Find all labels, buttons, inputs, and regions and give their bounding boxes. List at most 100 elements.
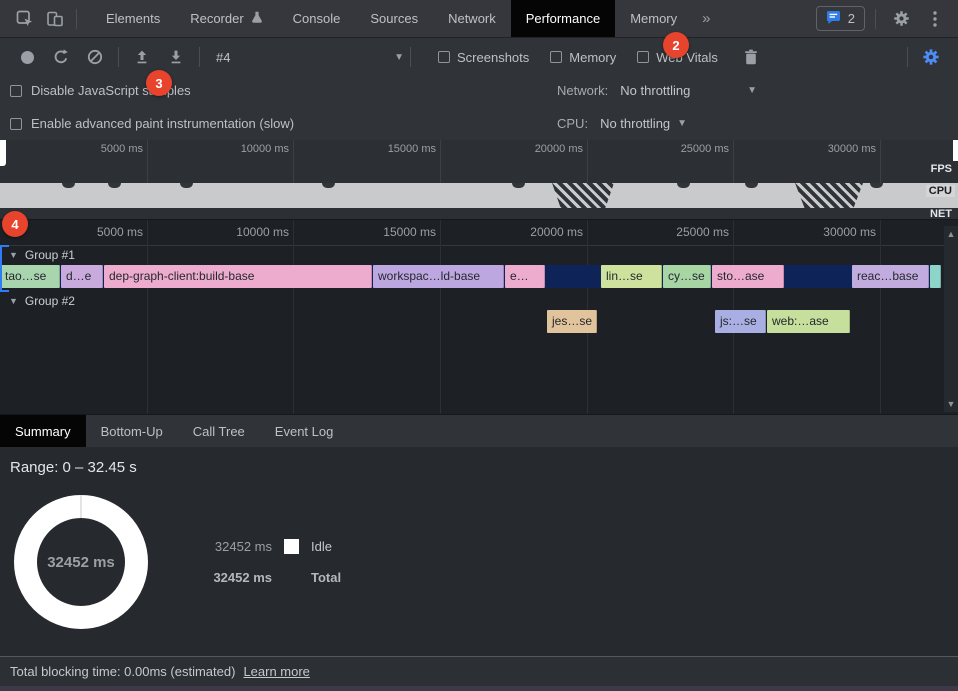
capture-options-panel: Disable JavaScript samples Enable advanc… <box>0 76 958 140</box>
flame-bar[interactable] <box>930 265 941 288</box>
issues-count: 2 <box>847 11 855 26</box>
tab-elements[interactable]: Elements <box>91 0 175 37</box>
group-header-1[interactable]: ▼ Group #1 <box>9 248 75 262</box>
details-tab-call-tree[interactable]: Call Tree <box>178 415 260 447</box>
divider <box>118 47 119 67</box>
cpu-throttling-select[interactable]: CPU: No throttling ▼ <box>557 116 687 131</box>
flame-tick-label: 25000 ms <box>676 225 729 239</box>
tab-memory[interactable]: Memory <box>615 0 692 37</box>
overview-left-handle[interactable] <box>0 140 6 166</box>
details-tab-label: Summary <box>15 423 71 439</box>
checkbox-label: Memory <box>569 49 617 65</box>
cpu-dip <box>180 183 193 188</box>
cpu-dip <box>108 183 121 188</box>
overview-right-handle[interactable] <box>953 140 958 161</box>
legend-value: 32452 ms <box>213 570 272 585</box>
reload-and-record-button[interactable] <box>44 43 78 71</box>
details-tab-label: Event Log <box>274 423 334 439</box>
tab-label: Recorder <box>190 11 244 26</box>
divider <box>875 8 876 29</box>
learn-more-link[interactable]: Learn more <box>243 664 310 679</box>
issues-counter-button[interactable]: 2 <box>815 6 865 31</box>
save-profile-icon[interactable] <box>159 43 193 71</box>
flame-bar[interactable]: sto…ase <box>712 265 784 288</box>
overview-tick-line <box>147 140 148 183</box>
cpu-dip <box>677 183 690 188</box>
record-button[interactable] <box>10 43 44 71</box>
tabbar-right-cluster: 2 <box>815 5 958 33</box>
devtools-tabbar: Elements Recorder Console Sources Network Per… <box>0 0 958 38</box>
scroll-down-icon[interactable]: ▼ <box>946 399 956 409</box>
flame-bar[interactable]: dep-graph-client:build-base <box>104 265 372 288</box>
donut-total-label: 32452 ms <box>47 553 115 571</box>
collapse-triangle-icon: ▼ <box>9 250 18 260</box>
cpu-dip <box>62 183 75 188</box>
flame-bar[interactable]: d…e <box>61 265 103 288</box>
flame-bar[interactable]: e… <box>505 265 545 288</box>
overview-tick-line <box>587 140 588 183</box>
details-tab-summary[interactable]: Summary <box>0 415 86 447</box>
network-throttling-select[interactable]: Network: No throttling ▼ <box>557 83 757 98</box>
collapse-triangle-icon: ▼ <box>9 296 18 306</box>
tab-sources[interactable]: Sources <box>355 0 433 37</box>
vertical-scrollbar[interactable]: ▲ ▼ <box>944 226 958 412</box>
time-breakdown-donut: 32452 ms <box>11 492 151 632</box>
cpu-activity-band <box>0 183 958 208</box>
recording-select[interactable]: #4 ▼ <box>216 50 404 65</box>
tab-network[interactable]: Network <box>433 0 511 37</box>
details-tab-event-log[interactable]: Event Log <box>260 415 349 447</box>
flame-bar[interactable]: web:…ase <box>767 310 850 333</box>
device-toolbar-icon[interactable] <box>40 5 70 33</box>
flame-tick-label: 30000 ms <box>823 225 876 239</box>
cpu-label: CPU: <box>557 116 589 131</box>
toolbar-checkboxes: Screenshots Memory Web Vitals <box>417 50 718 65</box>
timeline-overview[interactable]: FPS CPU NET 5000 ms 10000 ms 15000 ms 20000… <box>0 140 958 220</box>
flame-bar[interactable]: tao…se <box>0 265 60 288</box>
flame-grid-line <box>293 220 294 414</box>
tab-console[interactable]: Console <box>278 0 356 37</box>
total-blocking-time-text: Total blocking time: 0.00ms (estimated) <box>10 664 236 679</box>
advanced-paint-label: Enable advanced paint instrumentation (s… <box>31 116 295 131</box>
trash-icon[interactable] <box>734 43 768 71</box>
tab-label: Elements <box>106 11 161 26</box>
flame-bar[interactable]: jes…se <box>547 310 597 333</box>
kebab-menu-icon[interactable] <box>920 5 950 33</box>
capture-settings-gear-icon[interactable] <box>914 43 948 71</box>
flame-lane-1: tao…se d…e dep-graph-client:build-base work… <box>0 265 941 288</box>
overview-tick-line <box>880 140 881 183</box>
flame-bar[interactable]: js:…se <box>715 310 766 333</box>
tab-label: Performance <box>525 11 601 26</box>
checkbox-icon <box>10 117 22 130</box>
cpu-hatch-region <box>552 183 614 208</box>
settings-gear-icon[interactable] <box>886 5 916 33</box>
flame-chart[interactable]: 5000 ms 10000 ms 15000 ms 20000 ms 25000 ms 3… <box>0 220 958 414</box>
tab-recorder[interactable]: Recorder <box>175 0 277 37</box>
overview-tick-label: 25000 ms <box>680 143 729 155</box>
recording-select-value: #4 <box>216 49 231 65</box>
advanced-paint-checkbox[interactable]: Enable advanced paint instrumentation (s… <box>10 116 294 131</box>
flame-bar[interactable]: cy…se <box>663 265 711 288</box>
legend-label: Total <box>311 570 342 585</box>
tab-label: Memory <box>630 11 678 26</box>
inspect-element-icon[interactable] <box>10 5 40 33</box>
fps-lane-label: FPS <box>930 163 952 175</box>
overview-tick-line <box>293 140 294 183</box>
issues-message-icon <box>826 10 841 27</box>
scroll-up-icon[interactable]: ▲ <box>946 229 956 239</box>
tab-label: Console <box>292 11 341 26</box>
flame-bar[interactable]: workspac…ld-base <box>373 265 504 288</box>
group-header-2[interactable]: ▼ Group #2 <box>9 294 75 308</box>
more-tabs-chevron[interactable]: » <box>702 10 711 27</box>
checkbox-screenshots[interactable]: Screenshots <box>438 50 529 65</box>
flame-bar[interactable]: reac…base <box>852 265 929 288</box>
divider <box>907 47 908 67</box>
load-profile-icon[interactable] <box>125 43 159 71</box>
tab-performance[interactable]: Performance <box>510 0 616 37</box>
checkbox-memory[interactable]: Memory <box>550 50 616 65</box>
clear-recordings-icon[interactable] <box>78 43 112 71</box>
flame-bar[interactable]: lin…se <box>601 265 662 288</box>
status-footer: Total blocking time: 0.00ms (estimated) … <box>0 656 958 686</box>
details-tab-bottom-up[interactable]: Bottom-Up <box>86 415 178 447</box>
flame-tick-label: 5000 ms <box>96 225 143 239</box>
